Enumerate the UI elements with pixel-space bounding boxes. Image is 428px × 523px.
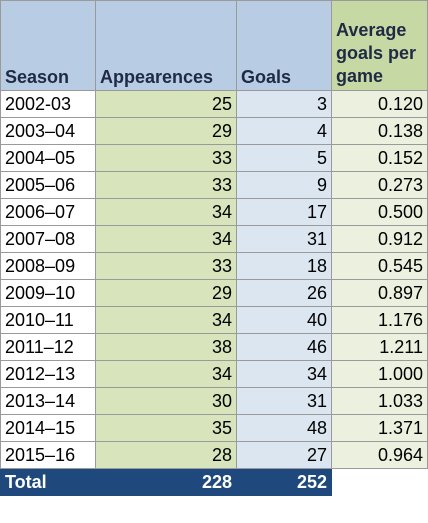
appearances-cell[interactable]: 28 <box>95 441 237 469</box>
appearances-cell[interactable]: 30 <box>95 387 237 415</box>
total-goals[interactable]: 252 <box>236 468 332 496</box>
season-cell[interactable]: 2010–11 <box>0 306 96 334</box>
table-row: 2011–12 38 46 1.211 <box>0 333 428 361</box>
season-cell[interactable]: 2007–08 <box>0 225 96 253</box>
season-cell[interactable]: 2006–07 <box>0 198 96 226</box>
total-average-empty[interactable] <box>331 468 428 496</box>
average-cell[interactable]: 0.912 <box>331 225 428 253</box>
table-row: 2005–06 33 9 0.273 <box>0 171 428 199</box>
goals-cell[interactable]: 40 <box>236 306 332 334</box>
season-cell[interactable]: 2011–12 <box>0 333 96 361</box>
average-cell[interactable]: 1.176 <box>331 306 428 334</box>
goals-cell[interactable]: 18 <box>236 252 332 280</box>
average-cell[interactable]: 0.138 <box>331 117 428 145</box>
appearances-cell[interactable]: 35 <box>95 414 237 442</box>
table-row: 2014–15 35 48 1.371 <box>0 414 428 442</box>
table-row: 2008–09 33 18 0.545 <box>0 252 428 280</box>
total-row: Total 228 252 <box>0 468 428 496</box>
table-row: 2002-03 25 3 0.120 <box>0 90 428 118</box>
season-cell[interactable]: 2015–16 <box>0 441 96 469</box>
goals-cell[interactable]: 31 <box>236 225 332 253</box>
season-cell[interactable]: 2008–09 <box>0 252 96 280</box>
season-cell[interactable]: 2013–14 <box>0 387 96 415</box>
header-goals[interactable]: Goals <box>236 0 332 91</box>
table-row: 2015–16 28 27 0.964 <box>0 441 428 469</box>
season-cell[interactable]: 2009–10 <box>0 279 96 307</box>
average-cell[interactable]: 1.033 <box>331 387 428 415</box>
goals-cell[interactable]: 34 <box>236 360 332 388</box>
goals-cell[interactable]: 5 <box>236 144 332 172</box>
average-cell[interactable]: 0.152 <box>331 144 428 172</box>
table-row: 2013–14 30 31 1.033 <box>0 387 428 415</box>
average-cell[interactable]: 0.964 <box>331 441 428 469</box>
appearances-cell[interactable]: 33 <box>95 144 237 172</box>
average-cell[interactable]: 1.211 <box>331 333 428 361</box>
appearances-cell[interactable]: 34 <box>95 306 237 334</box>
season-cell[interactable]: 2003–04 <box>0 117 96 145</box>
season-cell[interactable]: 2012–13 <box>0 360 96 388</box>
appearances-cell[interactable]: 29 <box>95 117 237 145</box>
goals-cell[interactable]: 3 <box>236 90 332 118</box>
appearances-cell[interactable]: 34 <box>95 360 237 388</box>
season-cell[interactable]: 2004–05 <box>0 144 96 172</box>
season-cell[interactable]: 2005–06 <box>0 171 96 199</box>
appearances-cell[interactable]: 34 <box>95 198 237 226</box>
header-row: Season Appearences Goals Average goals p… <box>0 0 428 91</box>
goals-cell[interactable]: 27 <box>236 441 332 469</box>
appearances-cell[interactable]: 29 <box>95 279 237 307</box>
average-cell[interactable]: 0.120 <box>331 90 428 118</box>
table-row: 2004–05 33 5 0.152 <box>0 144 428 172</box>
table-row: 2003–04 29 4 0.138 <box>0 117 428 145</box>
table-row: 2012–13 34 34 1.000 <box>0 360 428 388</box>
total-label[interactable]: Total <box>0 468 96 496</box>
total-appearances[interactable]: 228 <box>95 468 237 496</box>
season-cell[interactable]: 2002-03 <box>0 90 96 118</box>
average-cell[interactable]: 1.371 <box>331 414 428 442</box>
goals-cell[interactable]: 4 <box>236 117 332 145</box>
table-body: 2002-03 25 3 0.120 2003–04 29 4 0.138 2004–05 33 5… <box>0 90 428 469</box>
average-cell[interactable]: 0.500 <box>331 198 428 226</box>
season-cell[interactable]: 2014–15 <box>0 414 96 442</box>
goals-cell[interactable]: 46 <box>236 333 332 361</box>
header-season[interactable]: Season <box>0 0 96 91</box>
appearances-cell[interactable]: 33 <box>95 171 237 199</box>
average-cell[interactable]: 0.273 <box>331 171 428 199</box>
header-average-goals[interactable]: Average goals per game <box>331 0 428 91</box>
appearances-cell[interactable]: 34 <box>95 225 237 253</box>
appearances-cell[interactable]: 38 <box>95 333 237 361</box>
table-row: 2006–07 34 17 0.500 <box>0 198 428 226</box>
average-cell[interactable]: 0.545 <box>331 252 428 280</box>
season-stats-table: Season Appearences Goals Average goals p… <box>0 0 428 496</box>
goals-cell[interactable]: 48 <box>236 414 332 442</box>
goals-cell[interactable]: 26 <box>236 279 332 307</box>
appearances-cell[interactable]: 33 <box>95 252 237 280</box>
goals-cell[interactable]: 9 <box>236 171 332 199</box>
table-row: 2009–10 29 26 0.897 <box>0 279 428 307</box>
average-cell[interactable]: 0.897 <box>331 279 428 307</box>
table-row: 2010–11 34 40 1.176 <box>0 306 428 334</box>
average-cell[interactable]: 1.000 <box>331 360 428 388</box>
table-row: 2007–08 34 31 0.912 <box>0 225 428 253</box>
appearances-cell[interactable]: 25 <box>95 90 237 118</box>
goals-cell[interactable]: 17 <box>236 198 332 226</box>
goals-cell[interactable]: 31 <box>236 387 332 415</box>
header-appearances[interactable]: Appearences <box>95 0 237 91</box>
